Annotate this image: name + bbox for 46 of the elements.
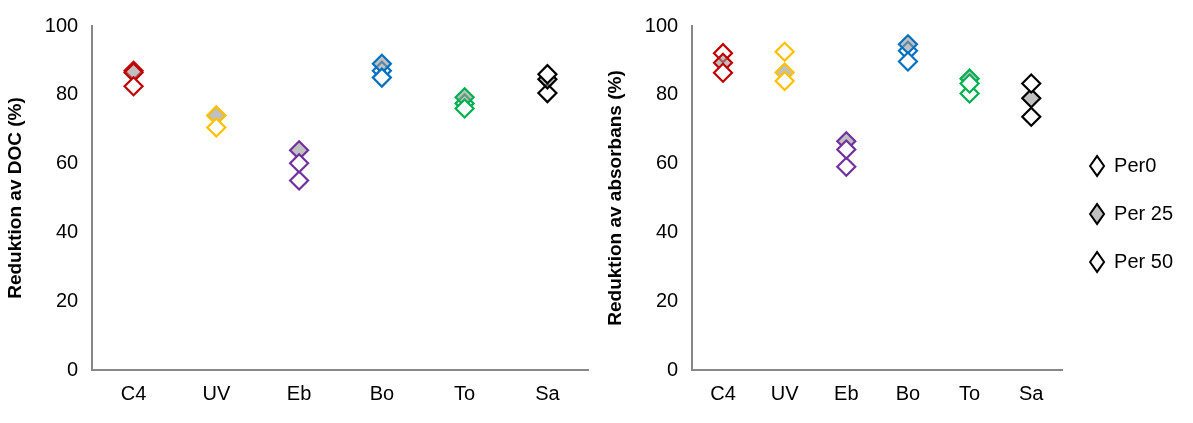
point xyxy=(836,156,857,177)
y-tick-label: 20 xyxy=(655,288,679,311)
y-axis-title: Reduktion av absorbans (%) xyxy=(603,70,625,326)
legend-label: Per 50 xyxy=(1114,249,1174,272)
x-tick-label: Bo xyxy=(369,381,395,404)
point xyxy=(289,170,310,191)
x-tick-label: Bo xyxy=(895,381,921,404)
y-tick-label: 100 xyxy=(44,13,79,36)
point xyxy=(1021,73,1042,94)
point xyxy=(774,70,795,92)
point xyxy=(123,76,144,97)
y-tick-label: 20 xyxy=(55,288,79,311)
y-tick-label: 40 xyxy=(655,219,679,242)
point xyxy=(897,34,919,55)
point xyxy=(537,64,558,85)
point xyxy=(836,139,857,160)
x-tick-label: UV xyxy=(202,381,231,404)
point xyxy=(289,153,310,174)
point xyxy=(1021,106,1042,127)
point xyxy=(959,73,980,94)
y-tick-label: 60 xyxy=(655,151,679,174)
x-tick-label: C4 xyxy=(710,381,736,404)
x-tick-label: Eb xyxy=(286,381,312,404)
y-tick-label: 100 xyxy=(644,13,679,36)
x-tick-label: To xyxy=(454,381,476,404)
point xyxy=(454,98,475,119)
y-tick-label: 80 xyxy=(655,82,679,105)
x-tick-label: C4 xyxy=(120,381,147,404)
x-tick-label: Sa xyxy=(1019,381,1045,404)
y-axis-title: Reduktion av DOC (%) xyxy=(3,97,25,299)
x-tick-label: Eb xyxy=(834,381,859,404)
x-tick-label: Sa xyxy=(535,381,561,404)
x-tick-label: To xyxy=(959,381,981,404)
x-tick-label: UV xyxy=(770,381,800,404)
y-tick-label: 60 xyxy=(55,151,79,174)
point xyxy=(712,62,734,83)
legend-label: Per0 xyxy=(1114,153,1157,176)
point xyxy=(371,67,392,88)
y-tick-label: 40 xyxy=(55,219,79,242)
point xyxy=(897,51,919,72)
y-tick-label: 80 xyxy=(55,82,79,105)
point xyxy=(774,41,795,62)
y-tick-label: 0 xyxy=(67,357,79,380)
y-tick-label: 0 xyxy=(667,357,679,380)
point xyxy=(206,117,227,138)
legend-label: Per 25 xyxy=(1114,201,1174,224)
